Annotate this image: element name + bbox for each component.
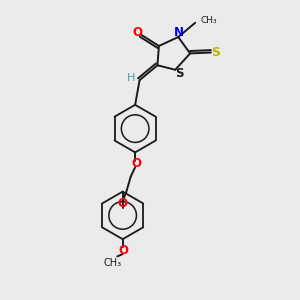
Text: H: H [127, 73, 136, 83]
Text: S: S [212, 46, 220, 59]
Text: CH₃: CH₃ [200, 16, 217, 25]
Text: N: N [174, 26, 184, 39]
Text: O: O [118, 244, 128, 257]
Text: O: O [132, 26, 142, 39]
Text: O: O [131, 157, 141, 170]
Text: S: S [175, 68, 184, 80]
Text: O: O [117, 197, 127, 210]
Text: CH₃: CH₃ [104, 258, 122, 268]
